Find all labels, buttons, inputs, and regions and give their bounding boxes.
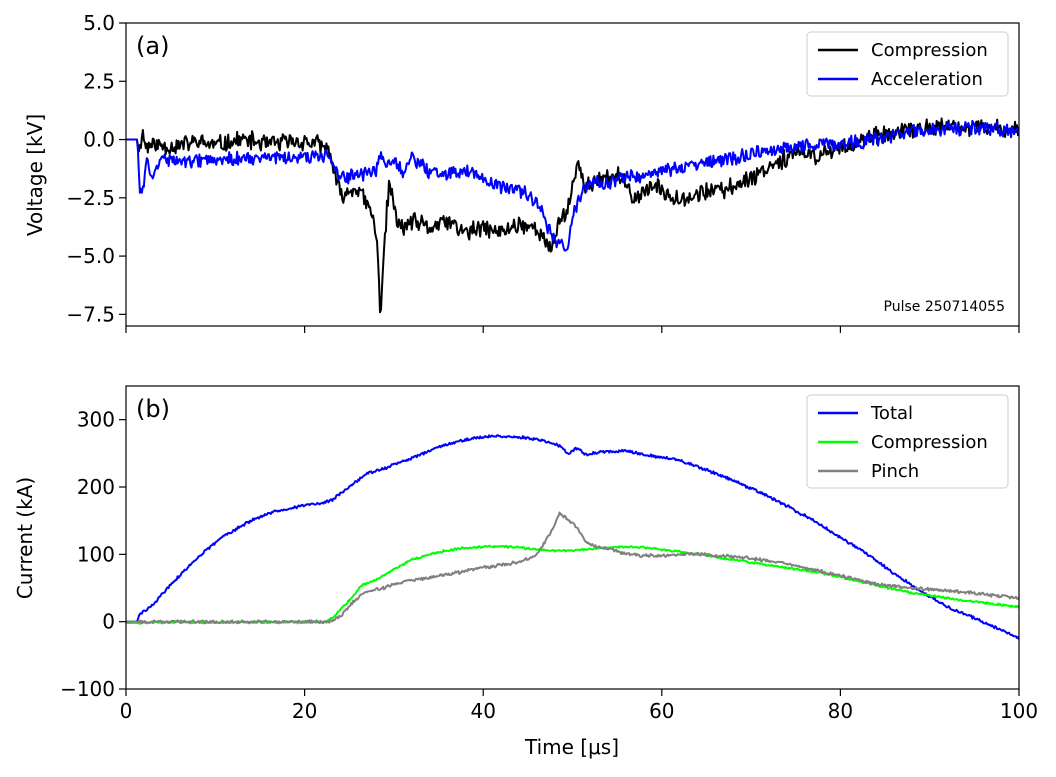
xtick-label: 0 [120,699,133,723]
xtick-label: 20 [292,699,317,723]
ytick-label: 2.5 [83,69,115,93]
series-line-pinch [126,511,1019,625]
x-axis-label: Time [μs] [524,735,619,759]
ytick-label: −7.5 [66,302,115,326]
ytick-label: 100 [77,542,115,566]
panel-a-legend: Compression Acceleration [806,31,1009,97]
series-line-total [126,434,1019,641]
legend-total-label: Total [870,403,913,424]
ytick-label: −100 [60,677,115,701]
ytick-label: −2.5 [66,186,115,210]
xtick-label: 40 [470,699,495,723]
panel-a-frame [125,22,1020,327]
xtick-label: 100 [1000,699,1038,723]
xtick-label: 60 [649,699,674,723]
legend-pinch-label: Pinch [871,461,919,482]
panel-b-frame [125,385,1020,690]
series-line-acceleration [126,119,1019,252]
legend-compression-label: Compression [871,40,988,61]
panel-b-ylabel: Current (kA) [13,477,37,599]
ytick-label: 0 [102,610,115,634]
ytick-label: 0.0 [83,128,115,152]
ytick-label: 300 [77,408,115,432]
series-line-compression [126,117,1019,314]
legend-compression-current-label: Compression [871,432,988,453]
ytick-label: 5.0 [83,11,115,35]
panel-a-voltage: 5.0 2.5 0.0 −2.5 −5.0 −7.5 Voltage [kV] (a) P… [23,11,1020,333]
ytick-label: −5.0 [66,244,115,268]
panel-b-label: (b) [136,395,170,423]
ytick-label: 200 [77,475,115,499]
panel-a-ylabel: Voltage [kV] [23,114,47,236]
pulse-annotation: Pulse 250714055 [884,299,1005,315]
xtick-label: 80 [828,699,853,723]
legend-acceleration-label: Acceleration [871,69,983,90]
panel-a-label: (a) [136,32,169,60]
panel-b-legend: Total Compression Pinch [806,394,1009,489]
